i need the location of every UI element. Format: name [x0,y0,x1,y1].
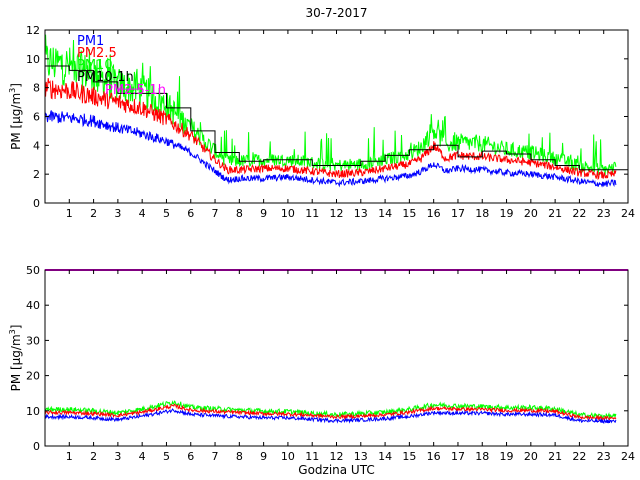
x-tick-label: 1 [66,207,73,220]
x-tick-label: 12 [330,450,344,463]
legend-item: PM10-1h [77,70,134,85]
x-tick-label: 3 [114,450,121,463]
x-tick-label: 19 [500,207,514,220]
x-tick-label: 1 [66,450,73,463]
x-tick-label: 7 [212,450,219,463]
x-tick-label: 24 [621,450,635,463]
x-tick-label: 12 [330,207,344,220]
series-pm25-line [44,403,617,422]
y-tick-label: 8 [33,82,40,95]
x-tick-label: 8 [236,450,243,463]
y-tick-label: 12 [26,24,40,37]
x-tick-label: 22 [572,450,586,463]
series-pm10-1h-step [45,65,628,171]
x-tick-label: 9 [260,450,267,463]
y-axis-label: PM [µg/m3] [8,325,23,392]
series-pm1-line [44,110,617,188]
x-tick-label: 10 [281,207,295,220]
y-tick-label: 4 [33,139,40,152]
x-tick-label: 17 [451,207,465,220]
x-tick-label: 2 [90,207,97,220]
x-tick-label: 21 [548,450,562,463]
y-tick-label: 10 [26,53,40,66]
y-tick-label: 30 [26,334,40,347]
x-tick-label: 6 [187,207,194,220]
x-tick-label: 3 [114,207,121,220]
x-tick-label: 16 [427,450,441,463]
y-tick-label: 0 [33,440,40,453]
x-tick-label: 9 [260,207,267,220]
x-tick-label: 4 [139,450,146,463]
y-tick-label: 2 [33,168,40,181]
x-axis-label: Godzina UTC [298,463,374,477]
x-tick-label: 15 [402,450,416,463]
x-tick-label: 20 [524,450,538,463]
y-tick-label: 40 [26,299,40,312]
x-tick-label: 4 [139,207,146,220]
x-tick-label: 21 [548,207,562,220]
x-tick-label: 20 [524,207,538,220]
y-axis-label: PM [µg/m3] [8,83,23,150]
x-tick-label: 14 [378,207,392,220]
x-tick-label: 13 [354,207,368,220]
x-tick-label: 14 [378,450,392,463]
legend-item: PM2.5-1h [105,83,166,98]
x-tick-label: 24 [621,207,635,220]
legend-item: PM1 [77,34,104,49]
x-tick-label: 18 [475,207,489,220]
x-tick-label: 16 [427,207,441,220]
x-tick-label: 15 [402,207,416,220]
x-tick-label: 7 [212,207,219,220]
y-tick-label: 6 [33,111,40,124]
x-tick-label: 23 [597,207,611,220]
x-tick-label: 5 [163,207,170,220]
y-tick-label: 20 [26,370,40,383]
x-tick-label: 19 [500,450,514,463]
x-tick-label: 23 [597,450,611,463]
x-tick-label: 13 [354,450,368,463]
x-tick-label: 5 [163,450,170,463]
chart-title: 30-7-2017 [305,6,367,20]
y-tick-label: 0 [33,197,40,210]
x-tick-label: 17 [451,450,465,463]
series-pm1-line [44,408,617,425]
axes-frame [44,29,629,204]
x-tick-label: 2 [90,450,97,463]
y-tick-label: 10 [26,405,40,418]
panel-2: 1 2 3 4 5 6 7 8 9 10 11 12 13 14 15 16 17 18 19 20 21 22 23 240… [8,264,635,477]
y-tick-label: 50 [26,264,40,277]
panel-1: 1 2 3 4 5 6 7 8 9 10 11 12 13 14 15 16 17 18 19 20 21 22 23 240… [8,6,635,220]
x-tick-label: 6 [187,450,194,463]
legend-item: PM2.5 [77,46,117,61]
x-tick-label: 11 [305,207,319,220]
x-tick-label: 22 [572,207,586,220]
x-tick-label: 10 [281,450,295,463]
x-tick-label: 18 [475,450,489,463]
x-tick-label: 11 [305,450,319,463]
legend-item: PM10 [77,58,113,73]
series-pm10-line [44,400,617,420]
series-pm25-line [44,78,617,181]
x-tick-label: 8 [236,207,243,220]
